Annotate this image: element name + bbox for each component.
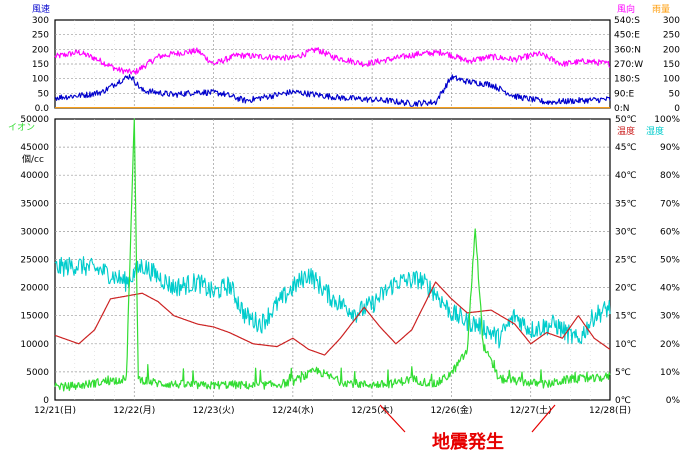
tick-label: 100 bbox=[32, 75, 49, 85]
tick-label: 10℃ bbox=[615, 340, 637, 350]
tick-label: 20000 bbox=[20, 284, 49, 294]
tick-label: 45℃ bbox=[615, 143, 637, 153]
tick-label: 50% bbox=[660, 256, 680, 266]
wind-direction-title: 風向 bbox=[617, 3, 635, 15]
wind-grid bbox=[55, 20, 610, 108]
ion-axis-ticks: 5000045000400003500030000250002000015000… bbox=[20, 115, 49, 406]
tick-label: 250 bbox=[32, 31, 49, 41]
tick-label: 180:S bbox=[614, 75, 640, 85]
main-series bbox=[54, 118, 611, 392]
tick-label: 90:E bbox=[614, 89, 634, 99]
tick-label: 50 bbox=[38, 89, 50, 99]
humidity-title: 湿度 bbox=[646, 125, 664, 137]
tick-label: 10% bbox=[660, 368, 680, 378]
tick-label: 200 bbox=[32, 45, 49, 55]
annotation-pointer-left bbox=[379, 404, 406, 433]
tick-label: 12/27(土) bbox=[510, 404, 552, 416]
ion-temp-humidity-panel: 5000045000400003500030000250002000015000… bbox=[8, 115, 680, 416]
tick-label: 360:N bbox=[614, 45, 641, 55]
tick-label: 150 bbox=[663, 60, 680, 70]
tick-label: 40000 bbox=[20, 171, 49, 181]
tick-label: 0.0 bbox=[35, 104, 50, 114]
tick-label: 25℃ bbox=[615, 256, 637, 266]
tick-label: 90% bbox=[660, 143, 680, 153]
tick-label: 0 bbox=[43, 396, 49, 406]
ion-title: イオン bbox=[8, 122, 35, 133]
series-line-1 bbox=[54, 256, 611, 349]
tick-label: 540:S bbox=[614, 16, 640, 26]
tick-label: 100% bbox=[654, 115, 680, 125]
tick-label: 60% bbox=[660, 227, 680, 237]
tick-label: 270:W bbox=[614, 60, 643, 70]
series-line-1 bbox=[54, 47, 611, 75]
tick-label: 300 bbox=[663, 16, 680, 26]
temp-humidity-axis-ticks: 50℃ 45℃ 40℃ 35℃ 30℃ 25℃ 20℃ 15℃ 10℃ 5℃ 0℃ 100% 90% 80… bbox=[615, 115, 680, 406]
tick-label: 30℃ bbox=[615, 227, 637, 237]
tick-label: 50000 bbox=[20, 115, 49, 125]
tick-label: 20% bbox=[660, 340, 680, 350]
tick-label: 15000 bbox=[20, 312, 49, 322]
tick-label: 40℃ bbox=[615, 171, 637, 181]
tick-label: 0:N bbox=[614, 104, 630, 114]
tick-label: 100 bbox=[663, 75, 680, 85]
tick-label: 12/21(日) bbox=[34, 405, 76, 416]
tick-label: 45000 bbox=[20, 143, 49, 153]
wind-panel: 300 250 200 150 100 50 0.0 540:S 450:E 360:N 270:… bbox=[32, 3, 680, 114]
tick-label: 12/23(火) bbox=[193, 405, 235, 416]
series-line-2 bbox=[54, 74, 611, 107]
wind-series bbox=[54, 47, 611, 109]
tick-label: 0℃ bbox=[615, 396, 631, 406]
tick-label: 5℃ bbox=[615, 368, 631, 378]
tick-label: 25000 bbox=[20, 256, 49, 266]
tick-label: 450:E bbox=[614, 31, 640, 41]
rainfall-title: 雨量 bbox=[652, 4, 670, 15]
tick-label: 30000 bbox=[20, 227, 49, 237]
tick-label: 300 bbox=[32, 16, 49, 26]
tick-label: 20℃ bbox=[615, 284, 637, 294]
tick-label: 0% bbox=[666, 396, 681, 406]
tick-label: 12/22(月) bbox=[113, 405, 155, 416]
earthquake-label: 地震発生 bbox=[432, 431, 504, 453]
tick-label: 40% bbox=[660, 284, 680, 294]
tick-label: 30% bbox=[660, 312, 680, 322]
tick-label: 5000 bbox=[26, 368, 49, 378]
earthquake-annotation: 地震発生 bbox=[379, 404, 556, 453]
wind-left-ticks: 300 250 200 150 100 50 0.0 bbox=[32, 16, 49, 114]
tick-label: 200 bbox=[663, 45, 680, 55]
wind-right-ticks: 540:S 450:E 360:N 270:W 180:S 90:E 0:N 300 250 20… bbox=[614, 16, 680, 114]
wind-speed-title: 風速 bbox=[32, 4, 50, 15]
series-line-2 bbox=[54, 281, 611, 356]
tick-label: 12/24(水) bbox=[272, 404, 314, 416]
tick-label: 12/25(木) bbox=[351, 404, 393, 416]
tick-label: 12/28(日) bbox=[589, 405, 631, 416]
tick-label: 15℃ bbox=[615, 312, 637, 322]
tick-label: 50℃ bbox=[615, 115, 637, 125]
tick-label: 80% bbox=[660, 171, 680, 181]
tick-label: 35℃ bbox=[615, 199, 637, 209]
tick-label: 35000 bbox=[20, 199, 49, 209]
annotation-pointer-right bbox=[531, 404, 556, 433]
tick-label: 250 bbox=[663, 31, 680, 41]
temperature-title: 温度 bbox=[617, 125, 635, 137]
date-axis-ticks: 12/21(日) 12/22(月) 12/23(火) 12/24(水) 12/25(木)… bbox=[34, 404, 631, 416]
tick-label: 10000 bbox=[20, 340, 49, 350]
tick-label: 0 bbox=[674, 104, 680, 114]
ion-unit: 個/cc bbox=[22, 153, 44, 165]
tick-label: 150 bbox=[32, 60, 49, 70]
tick-label: 70% bbox=[660, 199, 680, 209]
series-line-3 bbox=[54, 118, 611, 392]
tick-label: 12/26(金) bbox=[430, 404, 472, 416]
tick-label: 50 bbox=[669, 89, 681, 99]
